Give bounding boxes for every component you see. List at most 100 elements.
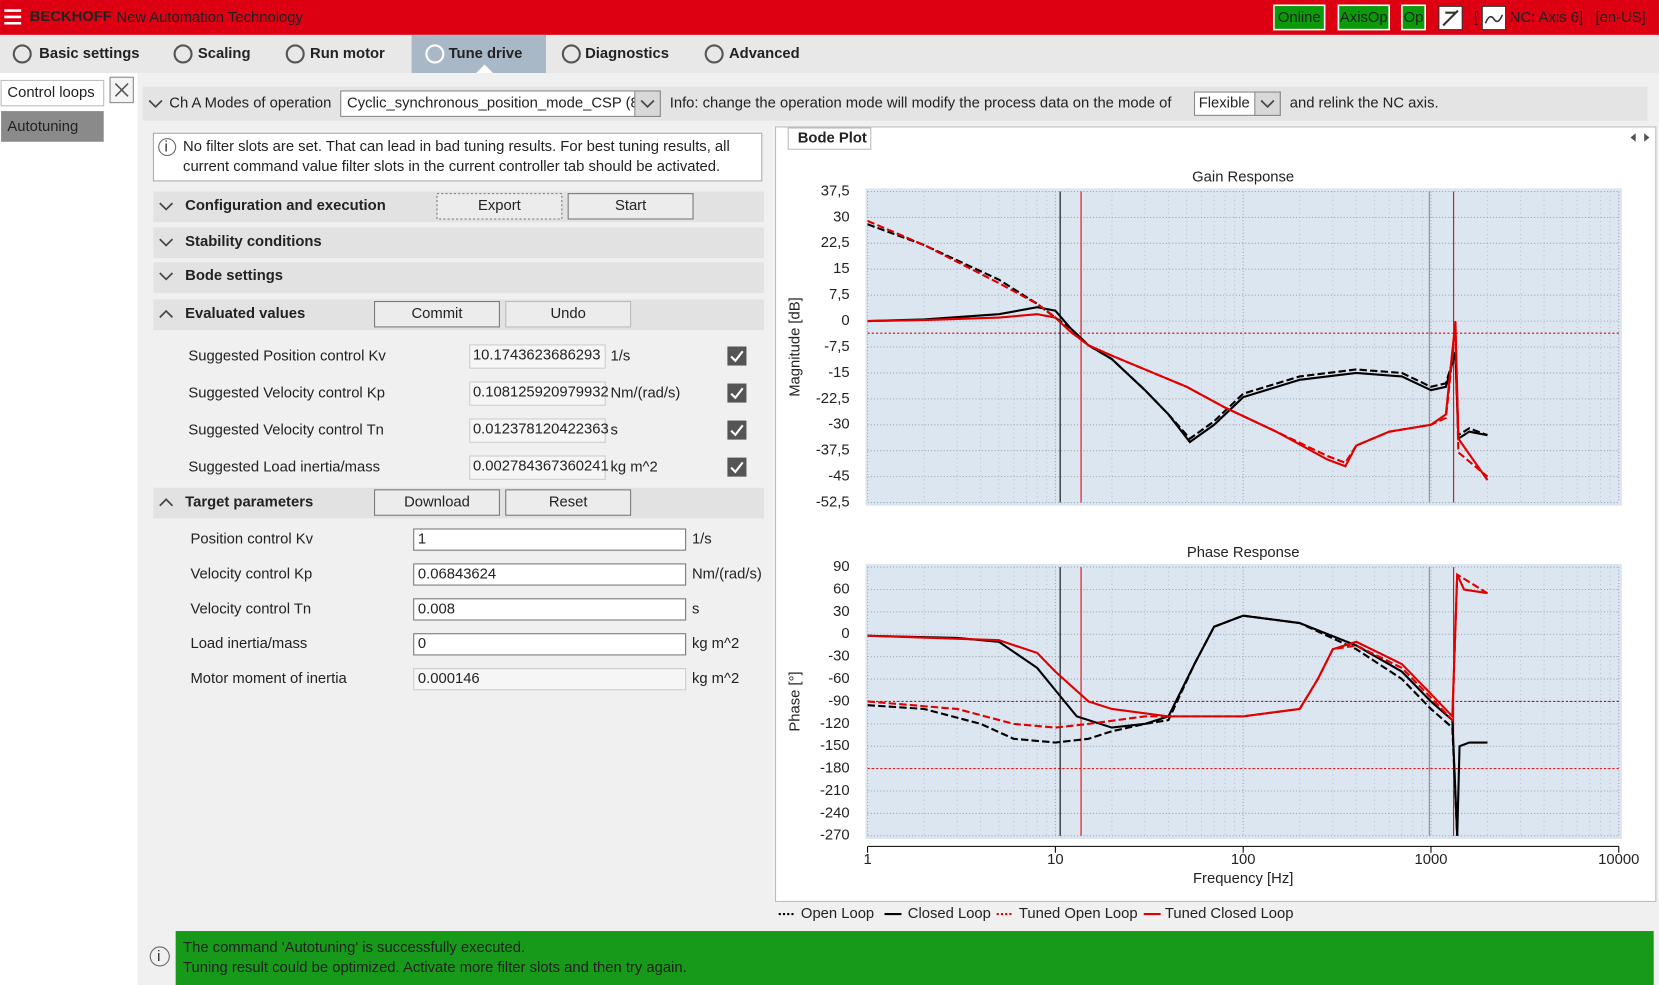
field-value: 1 (418, 531, 426, 547)
y-tick-label: -37,5 (816, 443, 850, 459)
tab-label[interactable]: Tune drive (449, 46, 523, 62)
field-value: 0.000146 (418, 671, 480, 687)
info-icon (149, 946, 170, 967)
checkbox[interactable] (727, 346, 747, 366)
series-line (867, 614, 1488, 836)
legend-label: Open Loop (801, 906, 874, 922)
row-unit: kg m^2 (610, 460, 657, 476)
y-tick-label: -60 (828, 671, 849, 687)
checkbox[interactable] (727, 420, 747, 440)
brand: BECKHOFF (30, 9, 112, 25)
sidebar-item[interactable] (0, 79, 105, 107)
section-title[interactable]: Evaluated values (185, 306, 305, 322)
tab-label[interactable]: Scaling (198, 46, 251, 62)
button-label[interactable]: Commit (411, 306, 462, 322)
axis-glyph (1484, 14, 1504, 24)
y-axis-label: Magnitude [dB] (788, 297, 804, 397)
row-label: Suggested Load inertia/mass (188, 460, 380, 476)
button[interactable] (505, 301, 632, 328)
tab-label[interactable]: Advanced (729, 46, 800, 62)
section-title[interactable]: Target parameters (185, 494, 313, 510)
input-field[interactable] (413, 633, 687, 656)
tab-pointer (476, 64, 494, 74)
button-label[interactable]: Download (404, 494, 470, 510)
section-header[interactable] (153, 262, 764, 294)
chevron (159, 238, 174, 247)
row-unit: kg m^2 (692, 636, 739, 652)
scroll-arrows (1630, 133, 1650, 142)
legend-label: Tuned Closed Loop (1165, 906, 1294, 922)
input-field[interactable] (413, 598, 687, 621)
input-field[interactable] (413, 563, 687, 586)
row-unit: Nm/(rad/s) (610, 385, 680, 401)
button-label[interactable]: Start (615, 198, 646, 214)
button-label[interactable]: Reset (549, 494, 588, 510)
y-tick-label: 30 (833, 604, 849, 620)
mode-suffix: and relink the NC axis. (1290, 96, 1439, 112)
plot-tab[interactable] (787, 127, 872, 150)
y-tick-label: -270 (820, 828, 850, 844)
state-box (1273, 4, 1326, 31)
sidebar-item-active[interactable] (1, 111, 104, 142)
dropdown-button[interactable] (1254, 91, 1281, 116)
info-glyph: i (157, 949, 160, 965)
row-label: Position control Kv (190, 531, 313, 547)
chart-title: Gain Response (1192, 170, 1294, 186)
input-field[interactable] (413, 528, 687, 551)
locale: [en-US] (1595, 10, 1645, 26)
y-tick-label: 0 (841, 313, 849, 329)
y-tick-label: -15 (828, 365, 849, 381)
close-glyph (114, 83, 129, 97)
checkbox[interactable] (727, 383, 747, 403)
button[interactable] (505, 489, 632, 516)
status-text: Tuning result could be optimized. Activa… (183, 960, 687, 976)
section-title[interactable]: Configuration and execution (185, 198, 386, 214)
status-text: The command 'Autotuning' is successfully… (183, 940, 525, 956)
y-tick-label: -150 (820, 738, 850, 754)
button[interactable] (374, 301, 500, 328)
readonly-field (469, 381, 606, 406)
sidebar-label[interactable]: Control loops (7, 85, 94, 101)
y-tick-label: 60 (833, 581, 849, 597)
tab-label[interactable]: Diagnostics (585, 46, 669, 62)
row-label: Suggested Velocity control Kp (188, 385, 385, 401)
tab-label[interactable]: Basic settings (39, 46, 139, 62)
chevron (159, 309, 174, 318)
row-unit: s (692, 601, 699, 617)
tab-icon (704, 44, 724, 64)
mode-value: Cyclic_synchronous_position_mode_CSP (8) (347, 96, 644, 112)
section-title[interactable]: Bode settings (185, 268, 283, 284)
monitor-glyph (1442, 9, 1459, 27)
y-tick-label: -210 (820, 783, 850, 799)
y-tick-label: 22,5 (821, 235, 850, 251)
chevron (159, 272, 174, 281)
series-line (867, 572, 1489, 729)
field-value: 0.002784367360241 (473, 458, 609, 474)
sidebar-label[interactable]: Autotuning (7, 119, 78, 135)
axis-label: NC: Axis 6] (1510, 10, 1583, 26)
section-header[interactable] (153, 227, 764, 259)
section-title[interactable]: Stability conditions (185, 234, 321, 250)
button-label[interactable]: Export (478, 198, 521, 214)
active-tab[interactable] (411, 34, 546, 74)
checkbox[interactable] (727, 457, 747, 477)
mode-dropdown[interactable] (340, 90, 661, 117)
dropdown-button[interactable] (634, 90, 661, 117)
button[interactable] (374, 489, 500, 516)
readonly-field (469, 418, 606, 443)
button[interactable] (436, 193, 563, 220)
y-tick-label: -180 (820, 761, 850, 777)
field-value: 10.1743623686293 (473, 347, 601, 363)
button-label[interactable]: Undo (550, 306, 585, 322)
mode-label: Ch A Modes of operation (169, 96, 331, 112)
readonly-field (469, 455, 606, 480)
tab-label[interactable]: Run motor (310, 46, 385, 62)
row-label: Velocity control Kp (190, 566, 312, 582)
bracket: [ (1474, 10, 1478, 26)
field-value: 0.06843624 (418, 566, 496, 582)
y-tick-label: -30 (828, 417, 849, 433)
plot-tab-label[interactable]: Bode Plot (798, 131, 867, 147)
button[interactable] (567, 193, 694, 220)
chevron (640, 99, 655, 109)
